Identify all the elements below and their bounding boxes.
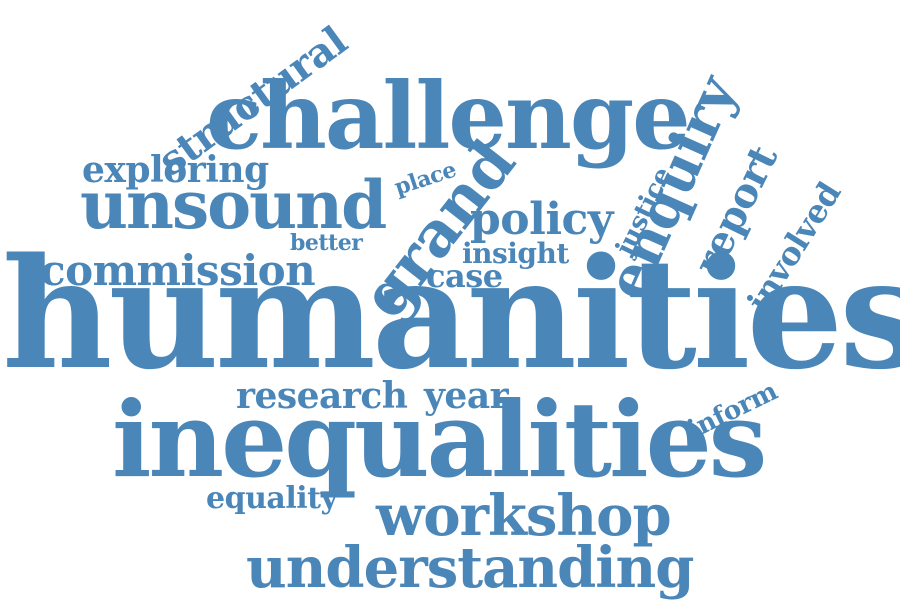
- word-unsound: unsound: [80, 166, 387, 244]
- word-equality: equality: [206, 481, 338, 516]
- word-workshop: workshop: [376, 483, 672, 549]
- word-inequalities: inequalities: [112, 378, 767, 501]
- word-insight: insight: [462, 237, 569, 270]
- word-case: case: [426, 257, 503, 295]
- word-understanding: understanding: [246, 535, 694, 601]
- word-commission: commission: [40, 246, 316, 295]
- word-research: research: [236, 375, 408, 417]
- word-policy: policy: [470, 194, 613, 245]
- word-challenge: challenge: [206, 62, 691, 170]
- word-year: year: [424, 375, 509, 417]
- word-better: better: [290, 230, 363, 256]
- word-exploring: exploring: [82, 149, 269, 191]
- word-humanities: humanities: [2, 224, 900, 403]
